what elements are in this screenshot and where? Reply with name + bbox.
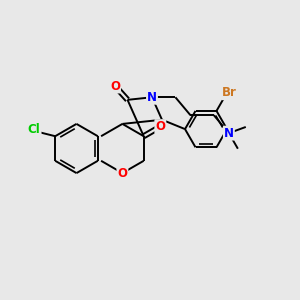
Text: O: O	[155, 120, 165, 133]
Text: N: N	[224, 127, 234, 140]
Text: Br: Br	[222, 86, 237, 99]
Text: N: N	[147, 91, 157, 104]
Text: Cl: Cl	[28, 123, 40, 136]
Text: O: O	[117, 167, 128, 180]
Text: O: O	[110, 80, 120, 92]
